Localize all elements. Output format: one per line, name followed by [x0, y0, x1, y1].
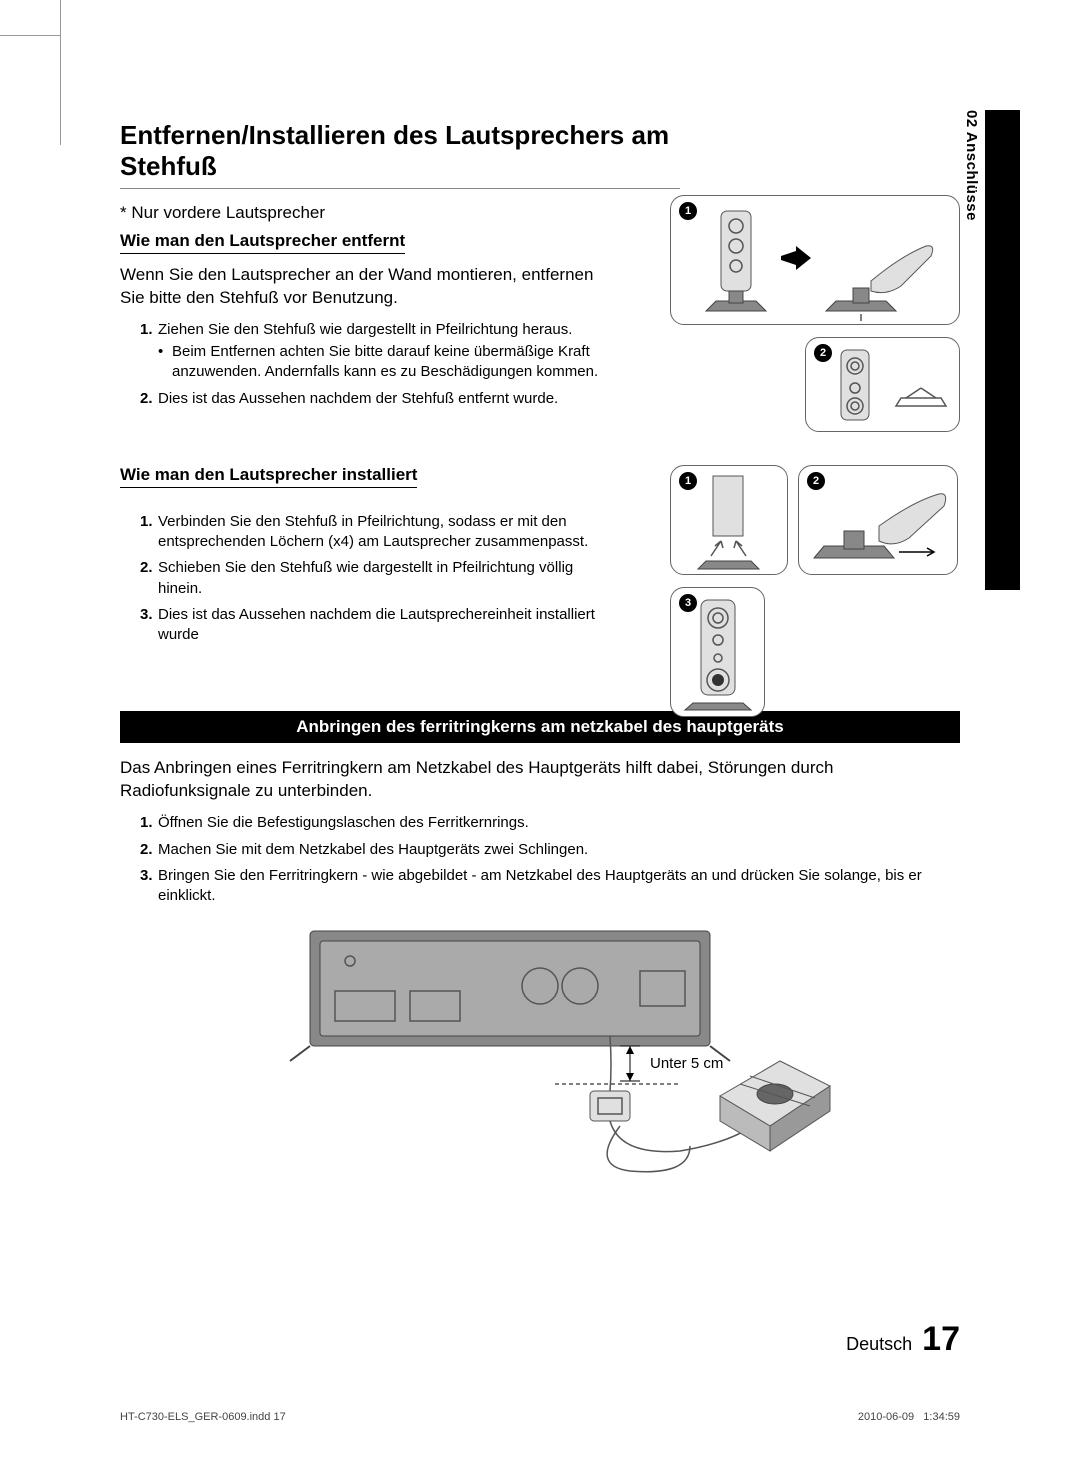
page-footer: Deutsch 17: [846, 1320, 960, 1359]
remove-fig-2: 2: [805, 337, 960, 432]
fig-number-3-icon: 3: [679, 594, 697, 612]
note-text: * Nur vordere Lautsprecher: [120, 203, 620, 223]
ferrite-steps: 1. Öffnen Sie die Befestigungslaschen de…: [120, 813, 960, 906]
step-number: 2.: [140, 389, 153, 409]
remove-step-1-sub: Beim Entfernen achten Sie bitte darauf k…: [158, 342, 620, 383]
remove-fig-1: 1: [670, 195, 960, 325]
step-text: Bringen Sie den Ferritringkern - wie abg…: [158, 867, 922, 904]
step-number: 3.: [140, 866, 153, 886]
device-ferrite-illustration: Unter 5 cm: [220, 916, 860, 1186]
remove-step-2: 2. Dies ist das Aussehen nachdem der Ste…: [140, 389, 620, 409]
sub-bullet: Beim Entfernen achten Sie bitte darauf k…: [158, 342, 620, 383]
install-steps: 1. Verbinden Sie den Stehfuß in Pfeilric…: [120, 512, 620, 646]
step-number: 2.: [140, 558, 153, 578]
fig-number-1-icon: 1: [679, 202, 697, 220]
ferrite-step-2: 2. Machen Sie mit dem Netzkabel des Haup…: [140, 840, 960, 860]
ferrite-intro: Das Anbringen eines Ferritringkern am Ne…: [120, 757, 960, 803]
install-step-3: 3. Dies ist das Aussehen nachdem die Lau…: [140, 605, 620, 646]
measure-label-svg: Unter 5 cm: [650, 1055, 723, 1072]
step-text: Dies ist das Aussehen nachdem der Stehfu…: [158, 390, 558, 407]
remove-intro: Wenn Sie den Lautsprecher an der Wand mo…: [120, 264, 620, 310]
fig-number-1-icon: 1: [679, 472, 697, 490]
step-number: 2.: [140, 840, 153, 860]
remove-step-1: 1. Ziehen Sie den Stehfuß wie dargestell…: [140, 320, 620, 383]
install-fig-2: 2: [798, 465, 958, 575]
install-fig-1: 1: [670, 465, 788, 575]
install-step-1: 1. Verbinden Sie den Stehfuß in Pfeilric…: [140, 512, 620, 553]
step-number: 1.: [140, 320, 153, 340]
install-figures: 1 2 3: [670, 465, 960, 729]
footer-page-number: 17: [922, 1320, 960, 1359]
step-text: Ziehen Sie den Stehfuß wie dargestellt i…: [158, 321, 572, 338]
install-step-2: 2. Schieben Sie den Stehfuß wie dargeste…: [140, 558, 620, 599]
step-text: Verbinden Sie den Stehfuß in Pfeilrichtu…: [158, 513, 588, 550]
fig-number-2-icon: 2: [807, 472, 825, 490]
install-text: Wie man den Lautsprecher installiert 1. …: [120, 465, 620, 646]
remove-figures: 1: [670, 195, 960, 444]
ferrite-step-3: 3. Bringen Sie den Ferritringkern - wie …: [140, 866, 960, 907]
fig-number-2-icon: 2: [814, 344, 832, 362]
remove-text: * Nur vordere Lautsprecher Wie man den L…: [120, 203, 620, 409]
crop-mark-vertical: [60, 0, 61, 145]
remove-title: Wie man den Lautsprecher entfernt: [120, 231, 405, 254]
step-number: 1.: [140, 512, 153, 532]
step-text: Dies ist das Aussehen nachdem die Lautsp…: [158, 606, 595, 643]
step-number: 1.: [140, 813, 153, 833]
thumb-index-bar: [985, 110, 1020, 590]
step-text: Schieben Sie den Stehfuß wie dargestellt…: [158, 559, 573, 596]
ferrite-step-1: 1. Öffnen Sie die Befestigungslaschen de…: [140, 813, 960, 833]
step-text: Machen Sie mit dem Netzkabel des Hauptge…: [158, 841, 588, 858]
meta-footer: HT-C730-ELS_GER-0609.indd 17 2010-06-09 …: [120, 1411, 960, 1423]
section-tab: 02 Anschlüsse: [963, 110, 980, 221]
remove-steps: 1. Ziehen Sie den Stehfuß wie dargestell…: [120, 320, 620, 409]
page-content: Entfernen/Installieren des Lautsprechers…: [120, 120, 960, 1369]
meta-filename: HT-C730-ELS_GER-0609.indd 17: [120, 1411, 286, 1423]
step-number: 3.: [140, 605, 153, 625]
page-title: Entfernen/Installieren des Lautsprechers…: [120, 120, 680, 189]
install-title: Wie man den Lautsprecher installiert: [120, 465, 417, 488]
speaker-remove-illustration: [671, 196, 961, 326]
footer-language: Deutsch: [846, 1334, 912, 1355]
install-fig-3: 3: [670, 587, 765, 717]
meta-datetime: 2010-06-09 1:34:59: [858, 1411, 960, 1423]
crop-mark-horizontal: [0, 35, 60, 36]
step-text: Öffnen Sie die Befestigungslaschen des F…: [158, 814, 529, 831]
